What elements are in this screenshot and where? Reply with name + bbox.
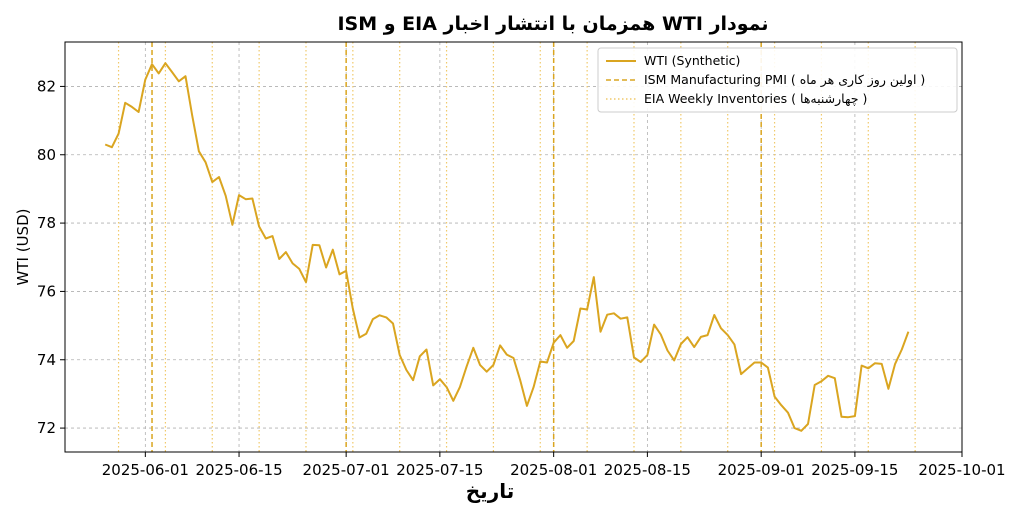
- chart-title: نمودار WTI همزمان با انتشار اخبار EIA و …: [337, 13, 768, 35]
- wti-series-line: [104, 62, 910, 432]
- x-axis: 2025-06-01 2025-06-15 2025-07-01 2025-07-15…: [102, 452, 1006, 479]
- legend-label-ism: ISM Manufacturing PMI ( اولین روز کاری ه…: [644, 72, 925, 88]
- legend-box: [597, 47, 958, 113]
- legend-label-eia: EIA Weekly Inventories ( چهارشنبه‌ها ): [644, 91, 867, 107]
- y-axis-label: WTI (USD): [14, 209, 32, 286]
- y-tick-label: 76: [37, 282, 56, 300]
- x-tick-label: 2025-07-15: [396, 461, 483, 479]
- y-tick-label: 72: [37, 419, 56, 437]
- x-tick-label: 2025-06-15: [195, 461, 282, 479]
- x-tick-label: 2025-10-01: [918, 461, 1005, 479]
- series-layer: [104, 62, 910, 432]
- legend: WTI (Synthetic) ISM Manufacturing PMI ( …: [597, 47, 958, 113]
- legend-label-wti: WTI (Synthetic): [644, 53, 740, 68]
- plot-frame: [64, 41, 963, 453]
- x-tick-label: 2025-07-01: [303, 461, 390, 479]
- x-tick-label: 2025-08-15: [604, 461, 691, 479]
- x-tick-label: 2025-08-01: [510, 461, 597, 479]
- x-axis-label: تاریخ: [466, 479, 514, 503]
- x-tick-label: 2025-09-15: [811, 461, 898, 479]
- x-tick-label: 2025-09-01: [718, 461, 805, 479]
- y-tick-label: 78: [37, 214, 56, 232]
- x-tick-label: 2025-06-01: [102, 461, 189, 479]
- y-tick-label: 74: [37, 351, 56, 369]
- y-tick-label: 82: [37, 77, 56, 95]
- y-axis: 72 74 76 78 80 82: [37, 77, 65, 437]
- y-tick-label: 80: [37, 146, 56, 164]
